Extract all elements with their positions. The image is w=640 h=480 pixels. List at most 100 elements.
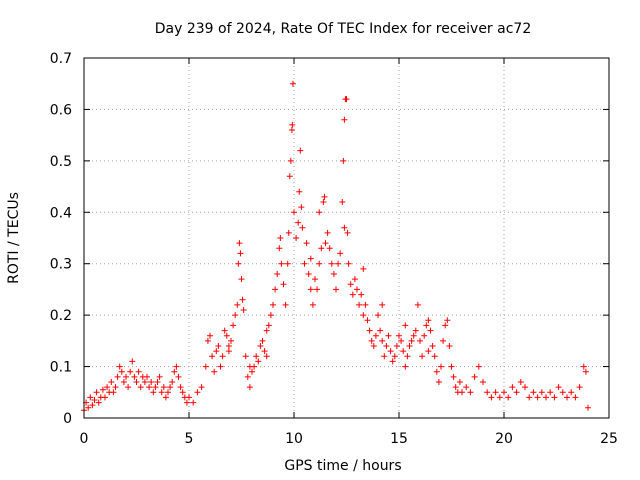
data-point [257,343,264,349]
data-points [81,80,591,414]
data-point [286,173,293,180]
data-point [278,260,285,267]
data-point [344,229,351,236]
data-point [324,229,331,236]
data-point [293,235,300,241]
y-axis-label: ROTI / TECUs [6,192,22,284]
data-point [123,373,129,380]
data-point [263,353,270,360]
data-point [559,389,566,396]
data-point [379,337,386,344]
data-point [534,394,541,401]
data-point [450,373,457,380]
data-point [576,384,583,391]
data-point [377,327,384,334]
data-point [580,363,587,370]
data-point [217,363,224,370]
data-point [408,337,415,344]
data-point [190,399,197,406]
y-tick-label: 0 [63,411,72,427]
data-point [135,368,142,375]
data-point [568,389,575,396]
data-point [471,373,478,380]
data-point [305,271,312,277]
data-point [360,265,367,272]
data-point [207,332,213,339]
data-point [509,384,516,391]
data-point [249,368,255,375]
data-point [526,394,533,401]
data-point [459,389,465,396]
data-point [297,147,304,154]
data-point [501,389,507,396]
grid-lines [84,58,609,418]
data-point [414,301,421,308]
data-point [391,353,398,360]
data-point [99,386,106,393]
x-tick-label: 5 [185,431,194,447]
data-point [162,394,169,401]
x-tick-label: 15 [390,431,408,447]
data-point [400,348,407,355]
data-point [354,286,360,293]
data-point [282,301,289,308]
data-point [183,399,190,406]
data-point [238,276,245,283]
data-point [285,229,292,236]
data-point [316,260,323,267]
data-point [547,389,554,396]
data-point [463,384,470,391]
data-point [291,209,297,216]
data-point [141,379,148,385]
data-point [370,343,377,349]
data-point [452,384,459,391]
x-tick-label: 0 [80,431,89,447]
data-point [89,402,96,409]
data-point [412,327,419,334]
data-point [246,384,253,391]
data-point [433,368,440,375]
data-point [467,389,474,396]
data-point [362,301,369,308]
data-point [228,337,234,344]
x-axis-label: GPS time / hours [284,458,401,474]
data-point [116,363,123,370]
data-point [309,301,316,308]
y-tick-label: 0.3 [50,257,72,273]
data-point [318,245,325,252]
data-point [112,384,119,391]
data-point [204,337,211,344]
y-tick-label: 0.6 [50,102,72,118]
data-point [133,379,140,385]
data-point [410,332,417,339]
data-point [156,373,163,380]
data-point [522,384,528,391]
data-point [442,322,449,329]
data-point [360,312,367,319]
y-tick-label: 0.4 [50,205,72,221]
data-point [148,379,155,385]
data-point [236,240,243,247]
data-point [538,389,545,396]
data-point [368,337,375,344]
data-point [419,353,426,360]
data-point [585,404,591,411]
data-point [225,348,232,355]
data-point [427,327,434,334]
data-point [347,281,354,288]
data-point [530,389,537,396]
data-point [221,327,228,334]
data-point [322,240,329,247]
data-point [582,368,589,375]
data-point [158,389,165,396]
data-point [429,343,436,349]
data-point [321,193,328,200]
data-point [364,317,371,324]
data-point [448,363,455,370]
data-point [438,363,444,370]
data-point [425,348,432,355]
data-point [110,389,117,396]
data-point [326,245,333,252]
y-tick-label: 0.7 [50,51,72,67]
data-point [194,389,201,396]
